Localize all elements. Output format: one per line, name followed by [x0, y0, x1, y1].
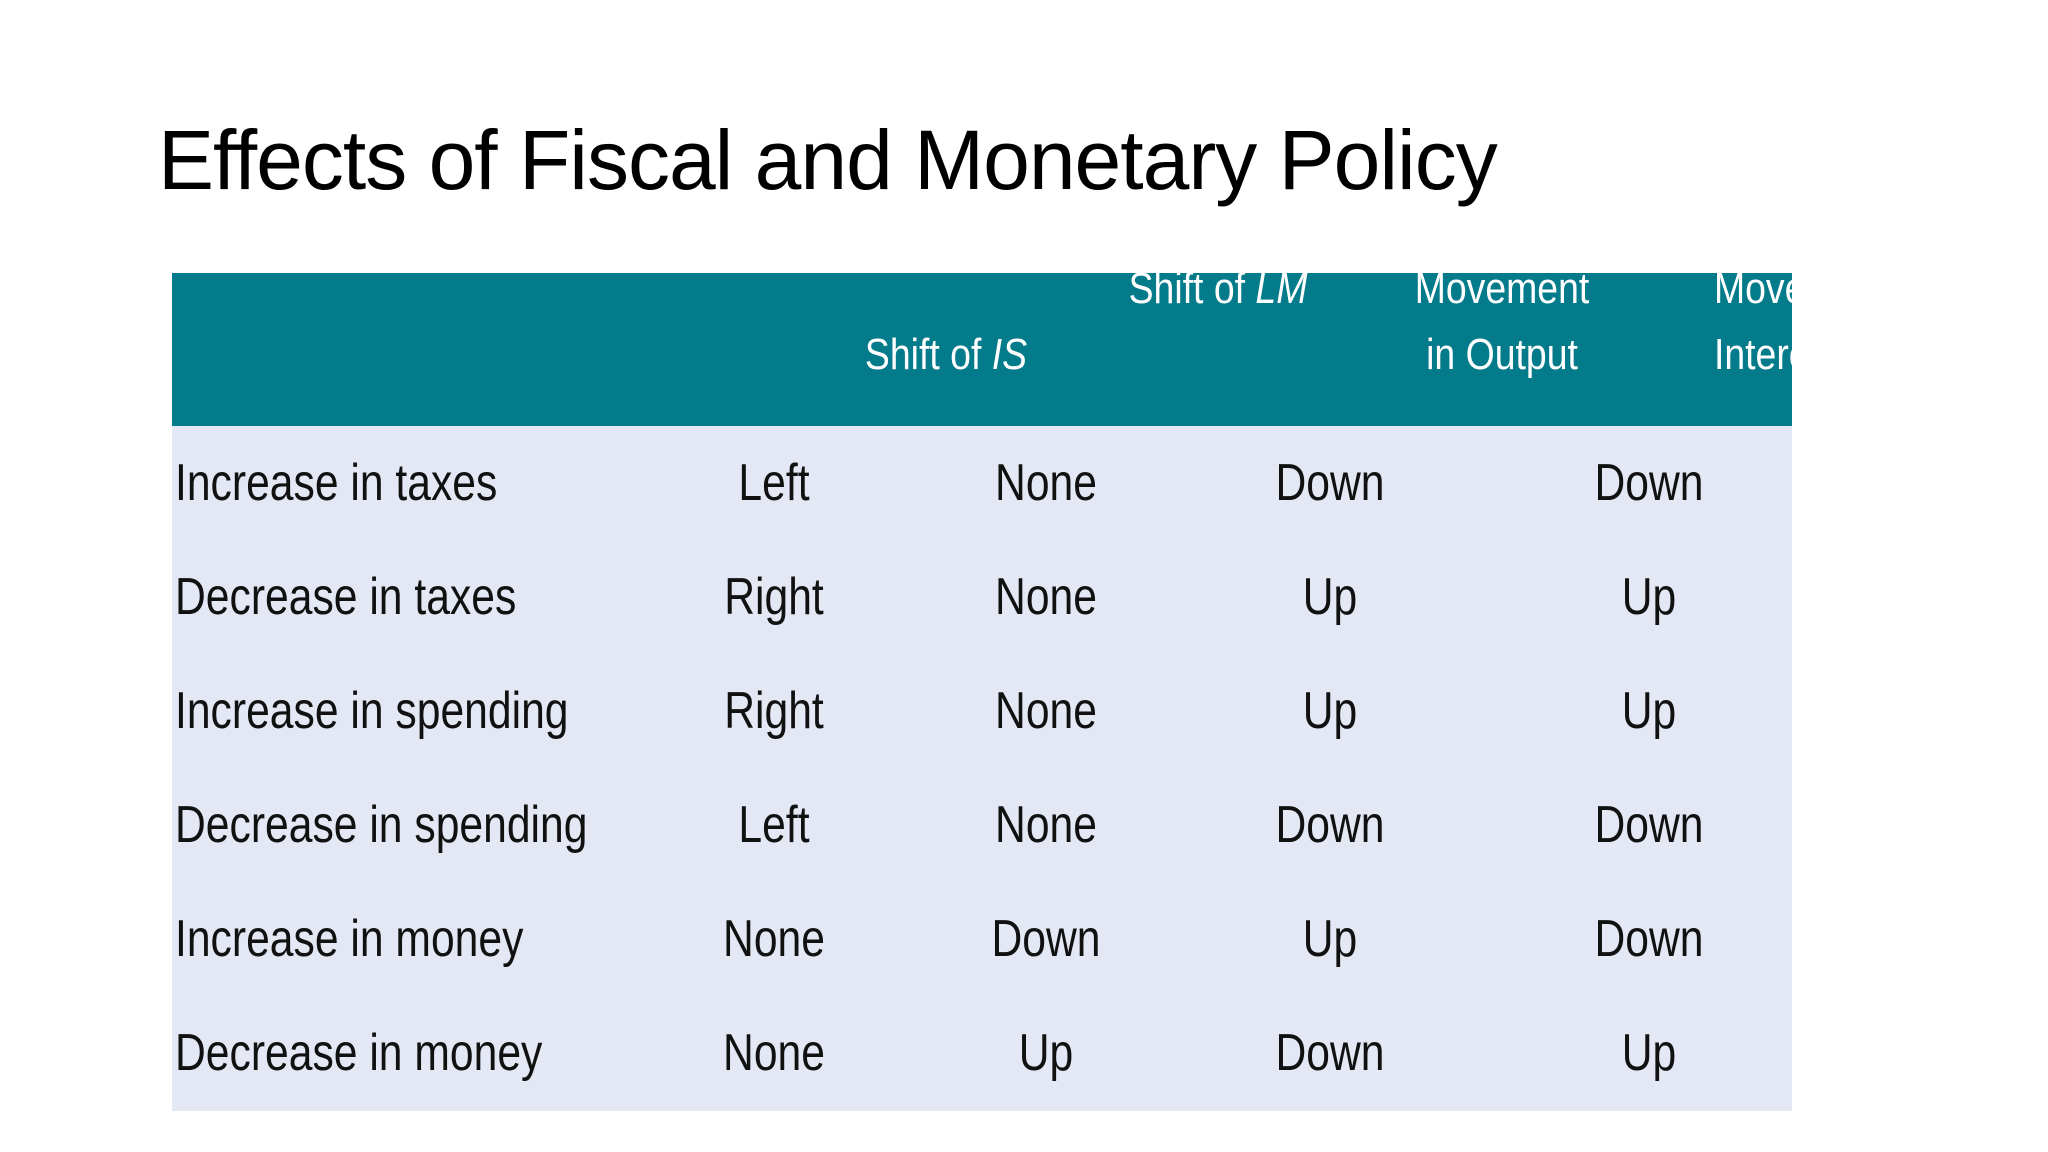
slide-title: Effects of Fiscal and Monetary Policy — [158, 113, 1498, 207]
cell-value: Up — [1302, 682, 1358, 740]
header-em: LM — [1255, 273, 1308, 313]
header-text: Shift of — [1128, 273, 1246, 313]
row-label: Decrease in taxes — [175, 568, 517, 626]
row-label: Decrease in money — [175, 1024, 543, 1082]
row-label: Increase in taxes — [175, 454, 498, 512]
cell-value: None — [723, 910, 825, 968]
cell-value: None — [995, 682, 1097, 740]
cell-value: Down — [1275, 454, 1385, 512]
header-line: in Output — [1426, 330, 1578, 379]
cell-value: Down — [991, 910, 1101, 968]
header-line: Movement in — [1713, 273, 1792, 313]
cell-value: Down — [1594, 454, 1704, 512]
header-text: Shift of — [864, 330, 982, 379]
header-line: Movement — [1414, 273, 1590, 313]
table-row: Decrease in spending Left None Down Down — [172, 768, 1792, 882]
cell-value: Left — [738, 796, 810, 854]
header-cell: Shift of IS — [819, 322, 1074, 388]
cell-value: Right — [724, 568, 824, 626]
cell-value: Down — [1594, 796, 1704, 854]
cell-value: Down — [1275, 796, 1385, 854]
table-row: Increase in taxes Left None Down Down — [172, 426, 1792, 540]
table-header: Shift of IS Shift of LM Movement in Outpu… — [172, 273, 1792, 426]
header-line: Interest Rate — [1713, 330, 1792, 379]
cell-value: None — [995, 568, 1097, 626]
table-row: Decrease in money None Up Down Up — [172, 996, 1792, 1110]
cell-value: Left — [738, 454, 810, 512]
row-label: Decrease in spending — [175, 796, 588, 854]
table-row: Increase in money None Down Up Down — [172, 882, 1792, 996]
cell-value: Up — [1621, 568, 1677, 626]
header-cell: Shift of LM — [1091, 273, 1346, 322]
cell-value: Right — [724, 682, 824, 740]
cell-value: Up — [1621, 682, 1677, 740]
row-label: Increase in money — [175, 910, 524, 968]
cell-value: None — [995, 796, 1097, 854]
cell-value: Down — [1594, 910, 1704, 968]
policy-table: Shift of IS Shift of LM Movement in Outpu… — [172, 273, 1792, 1111]
cell-value: None — [723, 1024, 825, 1082]
cell-value: Up — [1621, 1024, 1677, 1082]
header-em: IS — [991, 330, 1028, 379]
table-row: Decrease in taxes Right None Up Up — [172, 540, 1792, 654]
cell-value: Up — [1018, 1024, 1074, 1082]
cell-value: None — [995, 454, 1097, 512]
cell-value: Up — [1302, 910, 1358, 968]
row-label: Increase in spending — [175, 682, 569, 740]
cell-value: Down — [1275, 1024, 1385, 1082]
cell-value: Up — [1302, 568, 1358, 626]
table-row: Increase in spending Right None Up Up — [172, 654, 1792, 768]
header-cell: Movement in Output — [1375, 273, 1630, 388]
header-cell: Movement in Interest Rate — [1694, 273, 1792, 388]
